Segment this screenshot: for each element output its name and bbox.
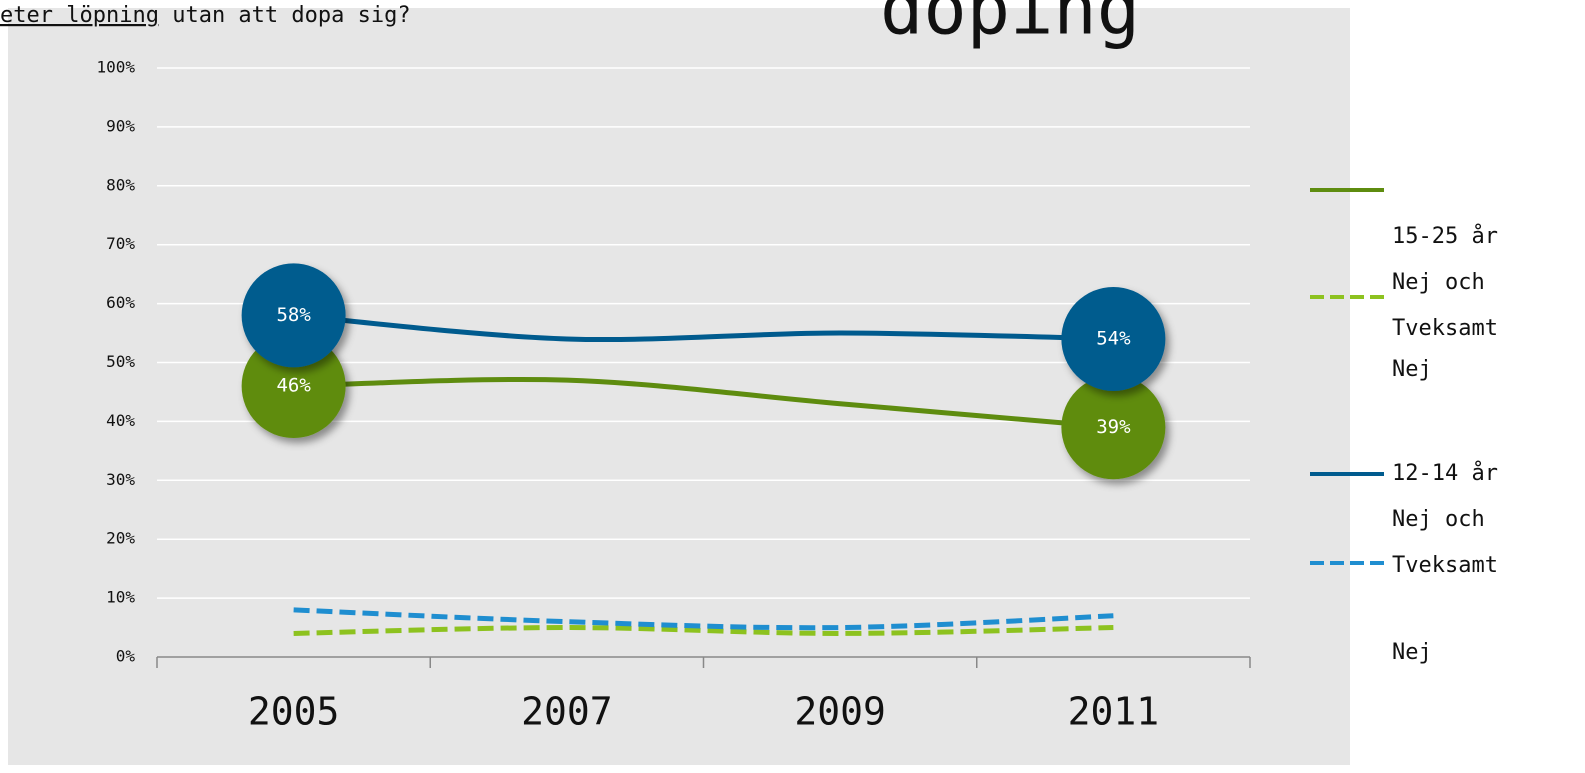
data-label: 54% — [1096, 327, 1131, 349]
y-tick-label: 50% — [106, 352, 135, 371]
data-label: 58% — [276, 304, 311, 326]
x-tick-label: 2011 — [1068, 690, 1160, 734]
data-point-bubble — [1061, 286, 1166, 391]
legend-label: 15-25 år Nej och Tveksamt — [1392, 223, 1498, 341]
legend-line: Nej — [1392, 357, 1432, 382]
series-line — [293, 625, 1114, 636]
y-tick-label: 40% — [106, 411, 135, 430]
y-tick-label: 0% — [116, 647, 136, 666]
data-point-bubble — [1061, 375, 1166, 480]
legend-line: Nej och — [1392, 507, 1485, 532]
y-tick-label: 100% — [96, 58, 135, 77]
legend-label: 12-14 år Nej och Tveksamt — [1392, 460, 1498, 578]
chart-title: doping — [880, 0, 1140, 51]
y-tick-label: 30% — [106, 470, 135, 489]
legend-line: 15-25 år — [1392, 223, 1498, 249]
series-line — [293, 377, 1114, 430]
y-tick-label: 80% — [106, 175, 135, 194]
y-tick-label: 90% — [106, 116, 135, 135]
x-tick-label: 2009 — [794, 690, 886, 734]
y-tick-label: 60% — [106, 293, 135, 312]
series-line — [293, 607, 1114, 631]
subtitle-part: utan att dopa sig? — [172, 3, 410, 28]
chart-subtitle: eter löpning utan att dopa sig? — [0, 3, 411, 28]
legend-label: Nej — [1392, 357, 1432, 382]
legend-line: Nej och — [1392, 270, 1485, 295]
y-tick-label: 10% — [106, 588, 135, 607]
y-tick-label: 70% — [106, 234, 135, 253]
data-label: 39% — [1096, 416, 1131, 438]
x-tick-label: 2007 — [521, 690, 613, 734]
legend-line: Tveksamt — [1392, 316, 1498, 341]
data-label: 46% — [276, 375, 311, 397]
y-tick-label: 20% — [106, 529, 135, 548]
x-tick-label: 2005 — [248, 690, 340, 734]
data-point-bubble — [241, 263, 346, 368]
legend-label: Nej — [1392, 640, 1432, 665]
legend-line: Tveksamt — [1392, 553, 1498, 578]
legend-line: 12-14 år — [1392, 460, 1498, 486]
legend-line: Nej — [1392, 640, 1432, 665]
series-line — [293, 312, 1114, 343]
subtitle-part: eter löpning — [0, 3, 159, 28]
